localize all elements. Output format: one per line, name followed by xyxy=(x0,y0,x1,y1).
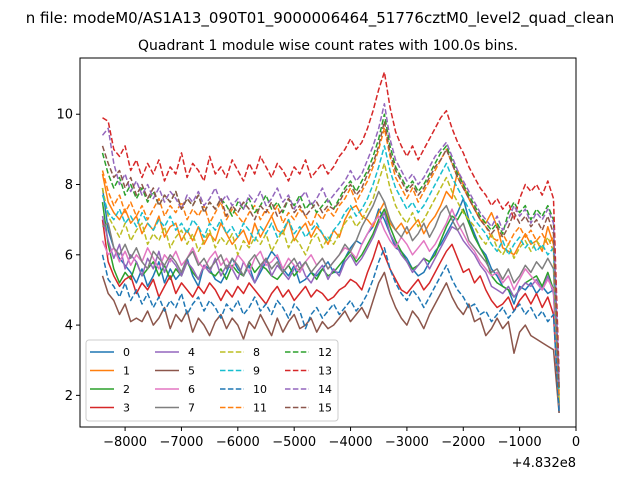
legend-label-8: 8 xyxy=(253,346,260,359)
y-tick-label: 10 xyxy=(56,108,73,123)
legend-label-3: 3 xyxy=(123,402,130,415)
legend-label-9: 9 xyxy=(253,365,260,378)
y-tick-label: 6 xyxy=(65,248,73,263)
y-tick-label: 4 xyxy=(65,319,73,334)
x-tick-label: −4000 xyxy=(329,435,373,450)
series-line-3 xyxy=(101,219,560,410)
x-axis-offset-label: +4.832e8 xyxy=(512,456,576,471)
legend-label-1: 1 xyxy=(123,365,130,378)
y-tick-label: 2 xyxy=(65,389,73,404)
plot-lines xyxy=(101,71,560,413)
legend-label-13: 13 xyxy=(318,365,332,378)
series-line-0 xyxy=(101,187,560,413)
x-tick-label: 0 xyxy=(572,435,580,450)
legend-label-6: 6 xyxy=(188,383,195,396)
legend-label-14: 14 xyxy=(318,383,332,396)
series-line-15 xyxy=(101,120,560,389)
legend-label-2: 2 xyxy=(123,383,130,396)
legend-label-11: 11 xyxy=(253,402,267,415)
x-axis: −8000 −7000 −6000 −5000 −4000 −3000 −2000 −1000… xyxy=(103,427,580,450)
series-line-1 xyxy=(101,169,560,403)
legend-label-0: 0 xyxy=(123,346,130,359)
series-line-4 xyxy=(101,211,560,410)
series-line-5 xyxy=(101,271,560,413)
legend-label-7: 7 xyxy=(188,402,195,415)
series-line-10 xyxy=(101,247,560,413)
x-tick-label: −3000 xyxy=(385,435,429,450)
series-line-9 xyxy=(101,145,560,396)
axes-frame xyxy=(79,57,577,428)
legend-label-5: 5 xyxy=(188,365,195,378)
chart-title: Quadrant 1 module wise count rates with … xyxy=(138,38,518,54)
legend-box xyxy=(85,339,339,422)
y-tick-label: 8 xyxy=(65,178,73,193)
y-axis: 2 4 6 8 10 xyxy=(56,108,80,404)
series-line-8 xyxy=(101,162,560,403)
x-tick-label: −7000 xyxy=(159,435,203,450)
x-tick-label: −8000 xyxy=(103,435,147,450)
series-line-7 xyxy=(102,190,560,410)
legend-label-10: 10 xyxy=(253,383,267,396)
legend-label-4: 4 xyxy=(188,346,195,359)
x-tick-label: −6000 xyxy=(216,435,260,450)
x-tick-label: −2000 xyxy=(441,435,485,450)
legend-label-12: 12 xyxy=(318,346,332,359)
x-tick-label: −1000 xyxy=(498,435,542,450)
chart-suptitle: n file: modeM0/AS1A13_090T01_9000006464_… xyxy=(26,9,615,28)
x-tick-label: −5000 xyxy=(272,435,316,450)
legend-label-15: 15 xyxy=(318,402,332,415)
series-line-14 xyxy=(101,102,560,385)
